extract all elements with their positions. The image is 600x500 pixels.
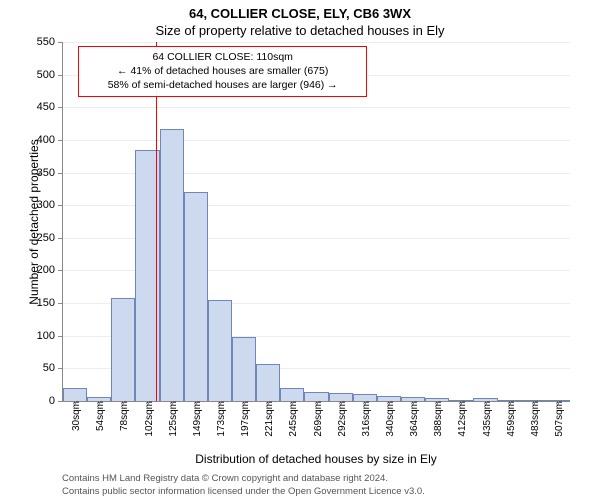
x-tick-label: 412sqm [454,401,468,437]
x-tick-label: 149sqm [189,401,203,437]
x-tick-label: 221sqm [261,401,275,437]
x-tick-label: 507sqm [551,401,565,437]
x-tick-label: 269sqm [310,401,324,437]
plot-area: 05010015020025030035040045050055030sqm54… [62,42,570,402]
annotation-line-3: 58% of semi-detached houses are larger (… [85,78,360,92]
footer-line-1: Contains HM Land Registry data © Crown c… [62,473,575,485]
page-subtitle: Size of property relative to detached ho… [0,21,600,38]
x-tick-label: 483sqm [527,401,541,437]
x-tick-label: 102sqm [141,401,155,437]
histogram-bar [232,337,256,401]
x-tick-label: 316sqm [358,401,372,437]
histogram-bar [111,298,135,401]
histogram-bar [304,392,328,401]
histogram-bar [280,388,304,401]
page-title: 64, COLLIER CLOSE, ELY, CB6 3WX [0,0,600,21]
x-tick-label: 125sqm [165,401,179,437]
x-tick-label: 459sqm [503,401,517,437]
x-tick-label: 388sqm [430,401,444,437]
histogram-bar [184,192,208,401]
annotation-box: 64 COLLIER CLOSE: 110sqm← 41% of detache… [78,46,367,97]
x-axis-label: Distribution of detached houses by size … [62,452,570,466]
histogram-bar [63,388,87,401]
x-tick-label: 435sqm [479,401,493,437]
x-tick-label: 292sqm [334,401,348,437]
histogram-bar [160,129,184,401]
histogram-bar [208,300,232,401]
annotation-line-2: ← 41% of detached houses are smaller (67… [85,64,360,78]
x-tick-label: 197sqm [237,401,251,437]
x-tick-label: 340sqm [382,401,396,437]
x-tick-label: 364sqm [406,401,420,437]
x-tick-label: 245sqm [285,401,299,437]
histogram-bar [329,393,353,401]
histogram-bar [256,364,280,401]
annotation-line-1: 64 COLLIER CLOSE: 110sqm [85,50,360,64]
histogram-chart: 05010015020025030035040045050055030sqm54… [62,42,570,402]
x-tick-label: 173sqm [213,401,227,437]
footer-line-2: Contains public sector information licen… [62,486,575,498]
footer-attribution: Contains HM Land Registry data © Crown c… [62,473,575,498]
